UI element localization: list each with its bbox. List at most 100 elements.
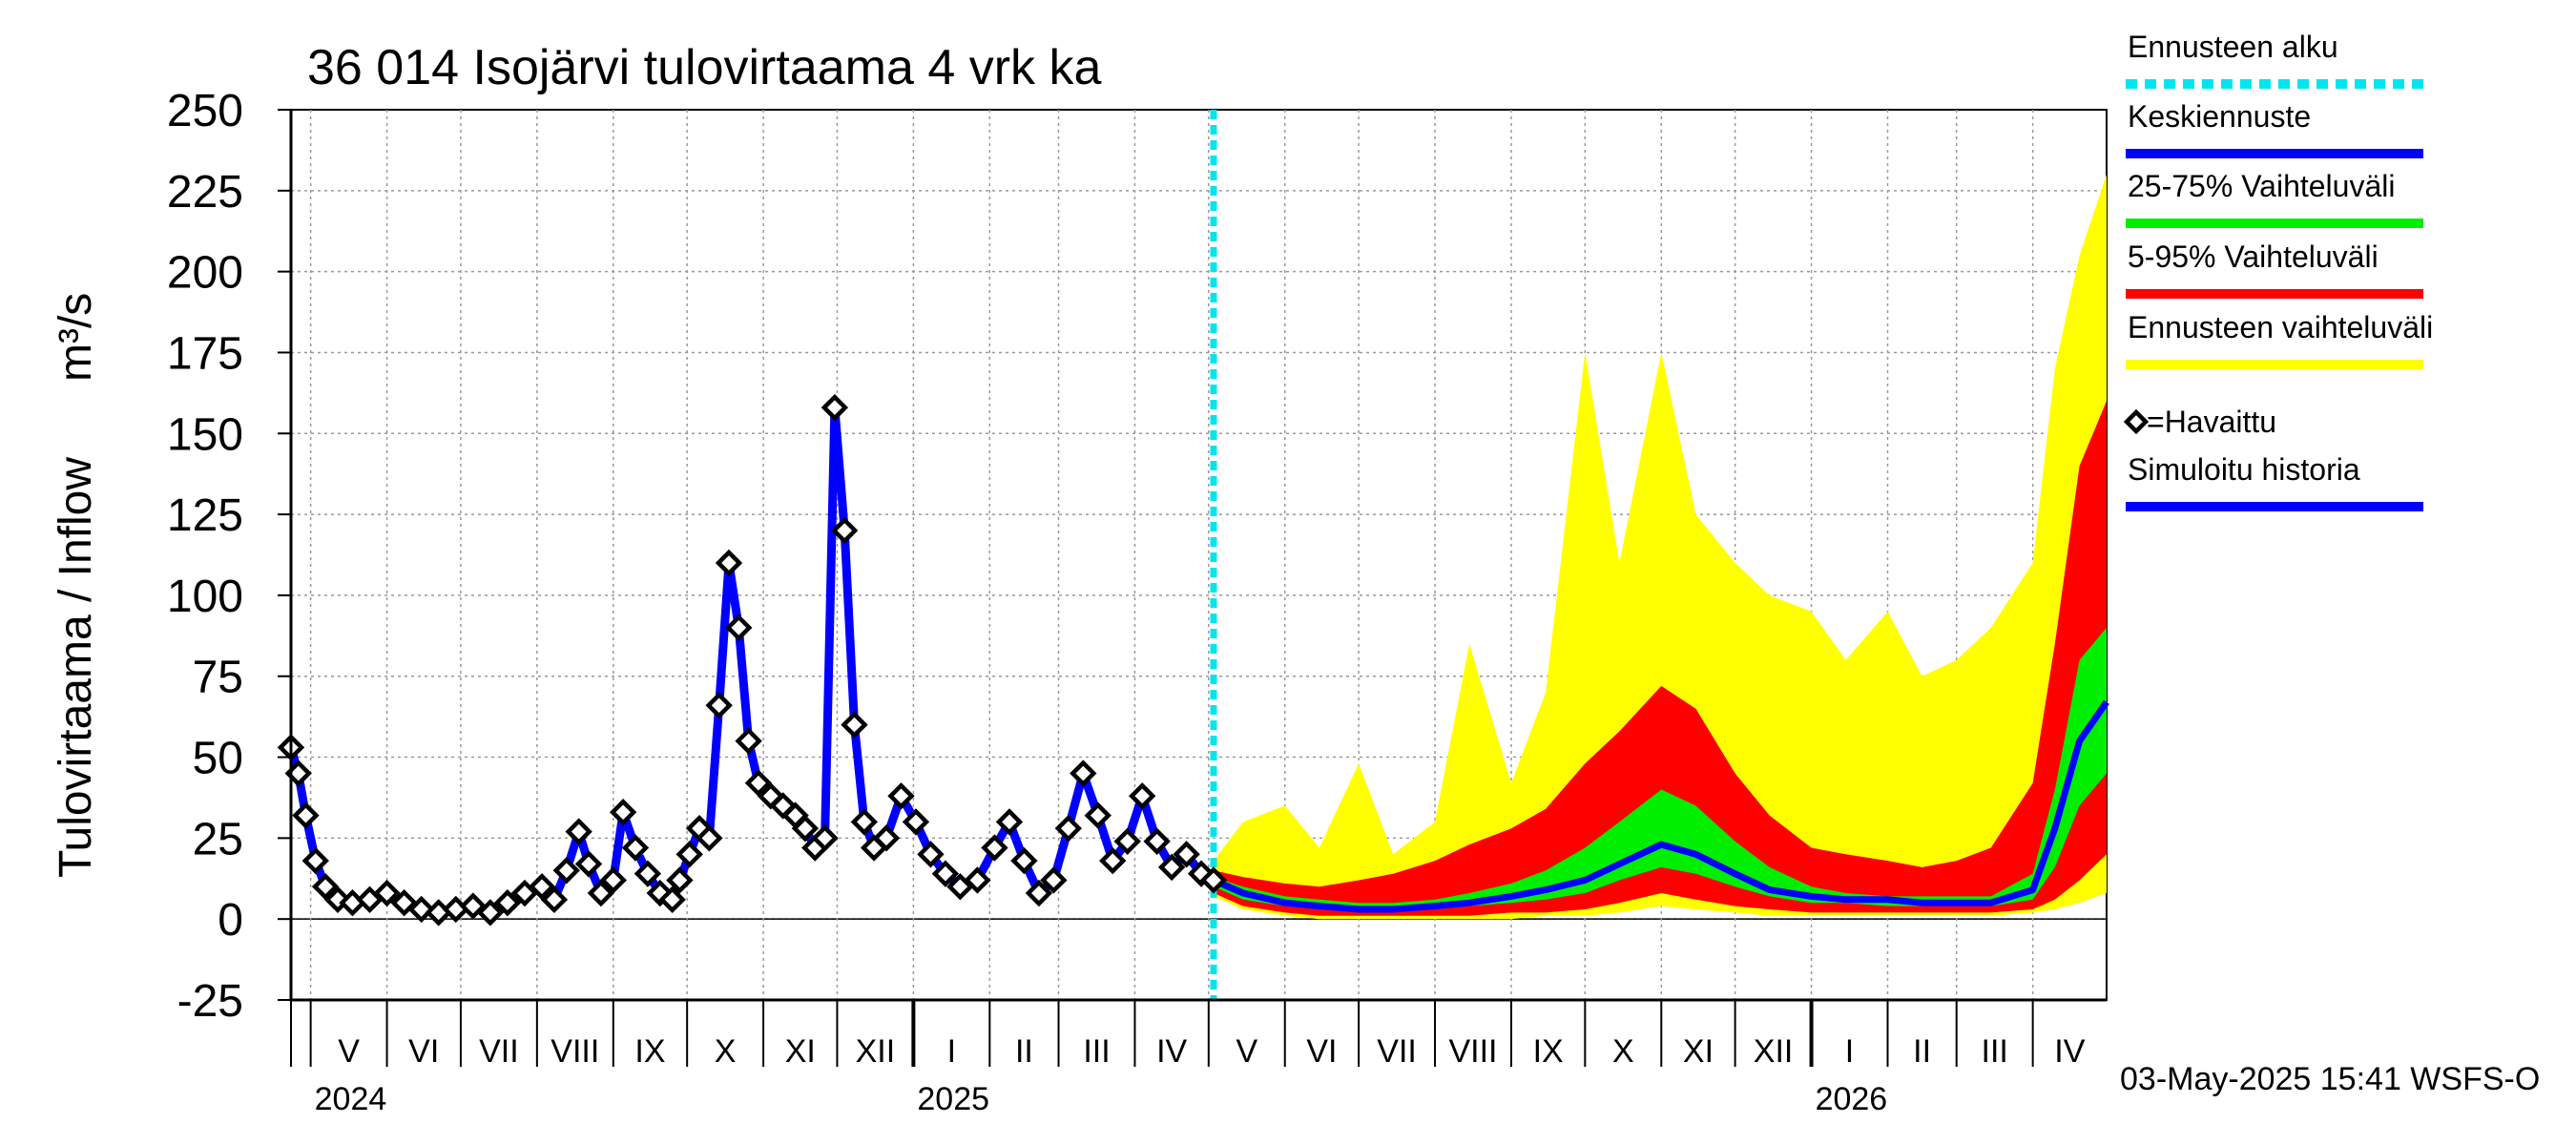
month-label: XII — [1754, 1033, 1794, 1070]
month-label: VI — [408, 1033, 439, 1070]
band-25-75 — [1214, 627, 2107, 913]
observed-point — [407, 895, 435, 924]
y-tick-label: 125 — [167, 490, 243, 541]
month-label: VIII — [551, 1033, 599, 1070]
month-label: XII — [856, 1033, 896, 1070]
observed-point — [995, 808, 1024, 836]
year-label: 2026 — [1816, 1081, 1888, 1117]
month-label: I — [947, 1033, 956, 1070]
observed-point — [1040, 866, 1068, 894]
observed-point — [587, 879, 615, 907]
observed-point — [1010, 846, 1038, 875]
band-full-range — [1214, 174, 2107, 920]
y-tick-label: 200 — [167, 248, 243, 299]
month-label: X — [1612, 1033, 1634, 1070]
legend-label: Simuloitu historia — [2128, 452, 2360, 487]
observed-point — [1157, 853, 1186, 882]
observed-point — [902, 808, 930, 836]
observed-point — [574, 850, 603, 878]
legend-label: 25-75% Vaihteluväli — [2128, 169, 2395, 203]
observed-point — [831, 516, 859, 545]
y-tick-label: 75 — [193, 653, 243, 703]
month-label: VIII — [1448, 1033, 1497, 1070]
y-tick-label: 150 — [167, 409, 243, 460]
month-label: II — [1913, 1033, 1931, 1070]
month-label: II — [1015, 1033, 1033, 1070]
observed-point — [1070, 760, 1097, 787]
observed-point — [981, 834, 1008, 862]
y-tick-label: 25 — [193, 814, 243, 864]
legend-marker-observed — [2123, 408, 2150, 435]
y-axis-unit: m³/s — [51, 293, 101, 382]
legend-label: =Havaittu — [2147, 405, 2276, 439]
year-label: 2024 — [315, 1081, 387, 1117]
month-label: III — [1083, 1033, 1110, 1070]
observed-point — [791, 815, 820, 843]
observed-point — [301, 846, 329, 875]
month-label: X — [715, 1033, 737, 1070]
observed-markers — [277, 393, 1228, 926]
observed-point — [735, 727, 762, 755]
observed-point — [1129, 782, 1156, 810]
observed-point — [540, 885, 569, 914]
chart-title: 36 014 Isojärvi tulovirtaama 4 vrk ka — [307, 40, 1101, 95]
legend-label: Ennusteen alku — [2128, 30, 2338, 64]
observed-point — [811, 824, 839, 852]
legend-label: 5-95% Vaihteluväli — [2128, 239, 2379, 274]
observed-point — [493, 889, 522, 917]
observed-point — [872, 824, 901, 852]
observed-point — [715, 549, 743, 577]
observed-point — [621, 834, 650, 862]
month-label: III — [1982, 1033, 2008, 1070]
month-label: V — [338, 1033, 360, 1070]
observed-point — [1084, 802, 1111, 829]
observed-point — [1113, 827, 1141, 855]
observed-point — [565, 818, 592, 845]
observed-point — [675, 841, 703, 868]
month-label: IX — [1533, 1033, 1564, 1070]
forecast-areas — [1214, 174, 2107, 920]
observed-point — [917, 841, 945, 868]
observed-point — [528, 873, 556, 901]
month-label: XI — [1683, 1033, 1714, 1070]
month-label: VI — [1306, 1033, 1337, 1070]
observed-point — [887, 782, 915, 810]
y-tick-label: 50 — [193, 734, 243, 784]
observed-point — [552, 857, 580, 885]
observed-point — [476, 899, 505, 926]
y-tick-label: 100 — [167, 572, 243, 622]
y-tick-label: 175 — [167, 328, 243, 379]
year-label: 2025 — [917, 1081, 989, 1117]
observed-point — [1054, 815, 1083, 843]
legend-label: Keskiennuste — [2128, 99, 2311, 134]
observed-point — [850, 808, 878, 836]
month-label: XI — [785, 1033, 816, 1070]
legend: Ennusteen alku Keskiennuste 25-75% Vaihtel… — [2123, 30, 2433, 511]
month-label: I — [1845, 1033, 1854, 1070]
month-label: IX — [634, 1033, 665, 1070]
observed-point — [1199, 866, 1228, 894]
month-label: IV — [1156, 1033, 1187, 1070]
month-label: VII — [1377, 1033, 1417, 1070]
month-label: V — [1236, 1033, 1257, 1070]
observed-point — [841, 711, 868, 739]
observed-point — [705, 692, 733, 719]
observed-point — [1173, 841, 1200, 868]
legend-label: Ennusteen vaihteluväli — [2128, 310, 2433, 344]
observed-point — [964, 866, 991, 894]
y-axis-label: Tulovirtaama / Inflow — [51, 457, 101, 878]
observed-point — [1099, 846, 1127, 875]
observed-point — [609, 799, 637, 826]
observed-point — [599, 866, 627, 894]
observed-point — [696, 824, 723, 852]
observed-point — [292, 802, 320, 829]
observed-point — [373, 879, 401, 907]
observed-point — [821, 393, 849, 422]
observed-point — [311, 873, 340, 901]
y-tick-label: 0 — [218, 895, 243, 946]
grid — [290, 109, 2108, 1001]
observed-point — [744, 769, 773, 797]
median-forecast-line — [1212, 699, 2109, 913]
